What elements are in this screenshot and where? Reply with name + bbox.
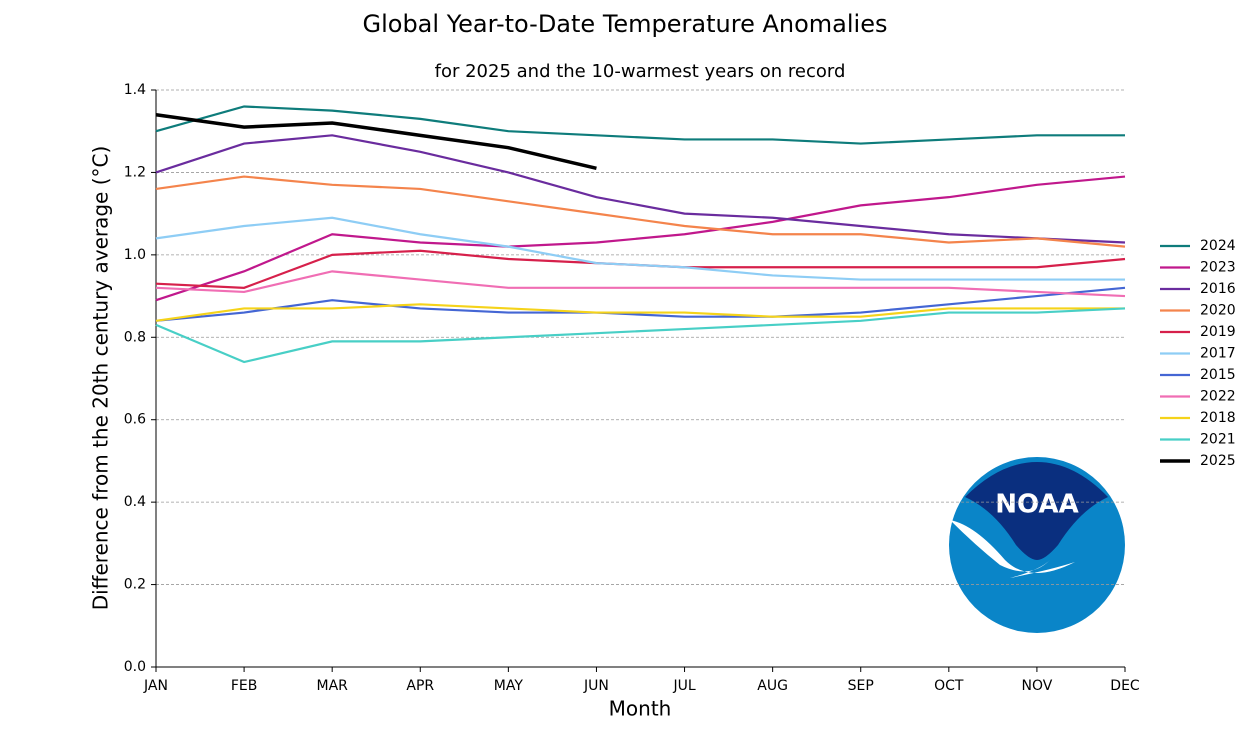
y-axis-label: Difference from the 20th century average… [89,146,113,611]
x-tick-label: MAY [494,678,524,694]
series-line [155,112,597,171]
series-line [155,175,1126,302]
noaa-logo: NOAA [949,457,1125,633]
legend-label: 2024 [1200,238,1236,254]
series-line [155,270,1126,298]
y-tick-label: 1.0 [124,247,146,263]
x-tick-label: DEC [1110,678,1140,694]
y-tick-label: 0.6 [124,412,146,428]
x-tick-label: SEP [848,678,874,694]
y-tick-label: 0.8 [124,329,146,345]
series-line [155,134,1126,244]
logo-text: NOAA [995,490,1078,520]
legend-label: 2018 [1200,410,1236,426]
legend-label: 2023 [1200,260,1236,276]
series-line [155,286,1126,322]
legend-label: 2021 [1200,432,1236,448]
legend-label: 2022 [1200,389,1236,405]
series-line [155,303,1125,322]
x-tick-label: NOV [1021,678,1052,694]
y-tick-label: 0.0 [124,659,146,675]
x-tick-label: OCT [934,678,964,694]
x-axis-label: Month [609,697,672,721]
series-line [155,307,1126,364]
y-tick-label: 0.4 [124,494,146,510]
legend-label: 2020 [1200,303,1236,319]
y-tick-label: 1.2 [124,164,146,180]
x-tick-label: JUL [672,678,695,694]
logo-top [965,462,1108,560]
series-line [155,105,1125,145]
y-tick-label: 1.4 [124,82,146,98]
series-line [155,249,1126,289]
chart-title: Global Year-to-Date Temperature Anomalie… [363,10,888,38]
x-tick-label: FEB [231,678,258,694]
legend-label: 2017 [1200,346,1236,362]
legend-label: 2025 [1200,453,1236,469]
series-line [155,175,1126,248]
x-tick-label: JUN [583,678,609,694]
x-tick-label: AUG [757,678,788,694]
x-tick-label: JAN [143,678,168,694]
x-tick-label: APR [406,678,434,694]
legend-label: 2016 [1200,281,1236,297]
y-tick-label: 0.2 [124,577,146,593]
logo-bird [950,520,1075,578]
x-tick-label: MAR [316,678,348,694]
legend-label: 2019 [1200,324,1236,340]
legend-label: 2015 [1200,367,1236,383]
chart-subtitle: for 2025 and the 10-warmest years on rec… [435,61,846,82]
series-line [155,216,1125,281]
